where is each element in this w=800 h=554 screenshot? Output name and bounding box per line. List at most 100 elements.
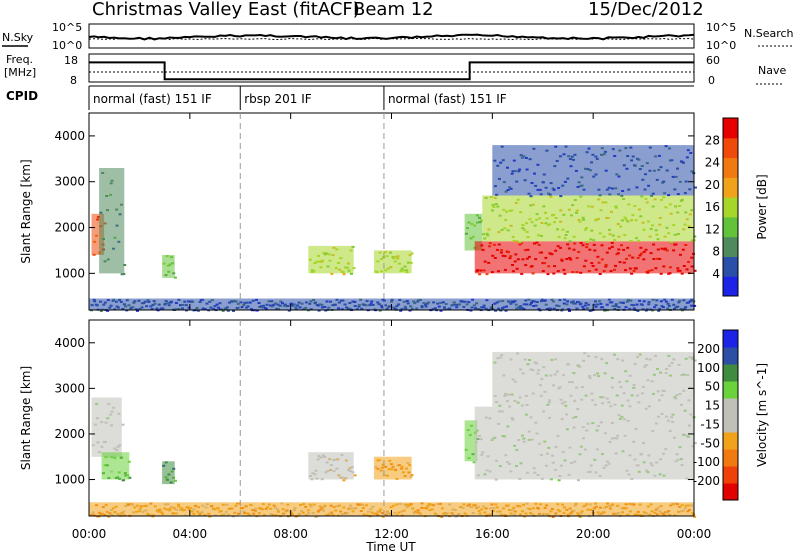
power-colorbar-swatch	[723, 276, 738, 297]
power-cell	[410, 252, 414, 255]
power-region	[99, 168, 125, 274]
freq-label: Freq.	[6, 53, 33, 66]
x-tick-label: 00:00	[72, 527, 107, 541]
velocity-cell	[577, 479, 580, 482]
power-cell	[518, 241, 522, 244]
power-colorbar-label: Power [dB]	[755, 174, 769, 239]
velocity-colorbar-swatch	[723, 432, 738, 450]
velocity-colorbar-tick-label: 15	[705, 399, 720, 413]
power-colorbar-swatch	[723, 177, 738, 198]
velocity-ylabel: Slant Range [km]	[19, 366, 33, 470]
power-cell	[106, 309, 110, 312]
velocity-colorbar-label: Velocity [m s^-1]	[755, 363, 769, 467]
velocity-colorbar-tick-label: 50	[705, 380, 720, 394]
power-ylabel: Slant Range [km]	[19, 159, 33, 263]
freq-left-tick-top: 18	[64, 54, 78, 67]
power-cell	[123, 264, 127, 266]
noise-left-tick-bottom: 10^0	[52, 39, 82, 52]
power-cell	[520, 272, 524, 275]
velocity-cell	[472, 461, 476, 464]
noise-search-trace	[88, 37, 695, 41]
velocity-region	[101, 452, 130, 480]
power-cell	[287, 309, 291, 312]
power-colorbar-tick-label: 12	[705, 222, 720, 236]
x-axis-ticks: 00:00 04:00 08:00 12:00 16:00 20:00 00:00	[72, 527, 712, 541]
power-cell	[221, 309, 225, 312]
velocity-colorbar-swatch	[723, 330, 738, 348]
x-tick-label: 00:00	[677, 527, 712, 541]
velocity-colorbar-swatch	[723, 381, 738, 399]
x-tick-label: 12:00	[374, 527, 409, 541]
power-cell	[349, 272, 353, 275]
velocity-region	[162, 461, 175, 485]
velocity-cell	[440, 516, 444, 518]
velocity-cell	[128, 476, 132, 479]
velocity-region	[373, 456, 412, 480]
velocity-cell	[693, 442, 697, 445]
velocity-cell	[693, 515, 697, 518]
power-cell	[559, 195, 563, 198]
power-cell	[529, 195, 533, 198]
velocity-colorbar-tick-label: 200	[697, 342, 720, 356]
power-cell	[563, 272, 567, 275]
power-cell	[693, 269, 697, 272]
velocity-ytick-label: 1000	[54, 473, 85, 487]
power-cell	[657, 309, 661, 312]
power-cell	[650, 194, 654, 197]
velocity-cell	[578, 515, 582, 518]
power-cell	[226, 309, 230, 312]
freq-panel-frame	[88, 53, 695, 83]
velocity-region	[91, 397, 122, 457]
noise-sky-label: N.Sky	[2, 31, 34, 44]
velocity-cell	[454, 515, 458, 518]
power-region	[373, 250, 412, 274]
velocity-region	[474, 406, 694, 480]
cpid-segments: normal (fast) 151 IF rbsp 201 IF normal (f…	[88, 86, 507, 110]
velocity-region	[308, 452, 354, 480]
power-cell	[630, 272, 634, 275]
freq-right-tick-top: 60	[706, 54, 720, 67]
station-title: Christmas Valley East (fitACF)	[92, 0, 360, 20]
power-ytick-label: 2000	[54, 221, 85, 235]
freq-left-tick-bottom: 8	[70, 74, 77, 87]
power-cell	[693, 235, 697, 238]
cpid-segment-label: normal (fast) 151 IF	[93, 92, 212, 106]
power-cell	[196, 309, 200, 312]
velocity-cell	[174, 479, 177, 482]
power-region	[482, 195, 695, 242]
power-cell	[585, 240, 589, 243]
velocity-cell	[122, 479, 126, 482]
power-cell	[670, 241, 674, 244]
power-cell	[603, 309, 607, 312]
power-cell	[122, 273, 126, 275]
x-tick-label: 08:00	[273, 527, 308, 541]
velocity-ytick-label: 2000	[54, 427, 85, 441]
velocity-cell	[342, 479, 346, 482]
power-cell	[478, 273, 482, 276]
velocity-cell	[557, 479, 561, 482]
power-cell	[439, 309, 443, 312]
velocity-colorbar-swatch	[723, 415, 738, 433]
power-cell	[531, 272, 535, 275]
beam-title: Beam 12	[353, 0, 434, 20]
power-ytick-label: 4000	[54, 129, 85, 143]
velocity-panel: 1000 2000 3000 4000 Slant Range [km]	[19, 319, 697, 518]
power-colorbar-swatch	[723, 118, 738, 139]
date-title: 15/Dec/2012	[588, 0, 704, 20]
velocity-colorbar-swatch	[723, 398, 738, 416]
freq-right-tick-bottom: 0	[708, 74, 715, 87]
velocity-colorbar: 200 100 50 15 -15 -50 -100 -200 Velocity [m s^-1…	[693, 329, 769, 501]
power-colorbar-swatch	[723, 197, 738, 218]
power-cell	[680, 272, 684, 275]
power-colorbar-frame	[722, 117, 739, 297]
cpid-segment-label: normal (fast) 151 IF	[388, 92, 507, 106]
noise-right-tick-top: 10^5	[706, 21, 736, 34]
velocity-cell	[494, 478, 498, 481]
noise-sky-trace	[88, 33, 695, 41]
power-cell	[485, 273, 489, 276]
power-cell	[173, 276, 177, 279]
velocity-cell	[107, 515, 111, 518]
velocity-cell	[121, 423, 125, 426]
nave-label: Nave	[758, 64, 786, 77]
velocity-colorbar-tick-label: 100	[697, 361, 720, 375]
